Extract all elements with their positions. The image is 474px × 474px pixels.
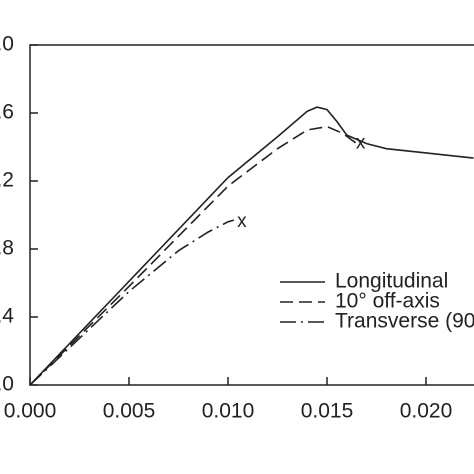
legend-label: 10° off-axis <box>335 290 440 313</box>
x-tick-label: 0.000 <box>4 400 57 423</box>
legend-label: Longitudinal <box>335 270 448 293</box>
annotation: x <box>356 133 366 154</box>
y-tick-label: 0.0 <box>0 373 14 396</box>
x-tick-label: 0.015 <box>301 400 354 423</box>
y-tick-label: 1.2 <box>0 169 14 192</box>
series-line <box>29 125 358 386</box>
x-tick-label: 0.005 <box>103 400 156 423</box>
y-tick-label: 0.8 <box>0 237 14 260</box>
y-tick-label: 1.6 <box>0 101 14 124</box>
legend-label: Transverse (90°) <box>335 310 474 333</box>
series-line <box>29 219 235 386</box>
x-tick-label: 0.010 <box>202 400 255 423</box>
y-tick-label: 2.0 <box>0 33 14 56</box>
series-line <box>29 106 474 386</box>
x-tick-label: 0.020 <box>400 400 453 423</box>
y-tick-label: 0.4 <box>0 305 14 328</box>
annotation: x <box>237 211 247 232</box>
plot-frame <box>29 44 474 386</box>
